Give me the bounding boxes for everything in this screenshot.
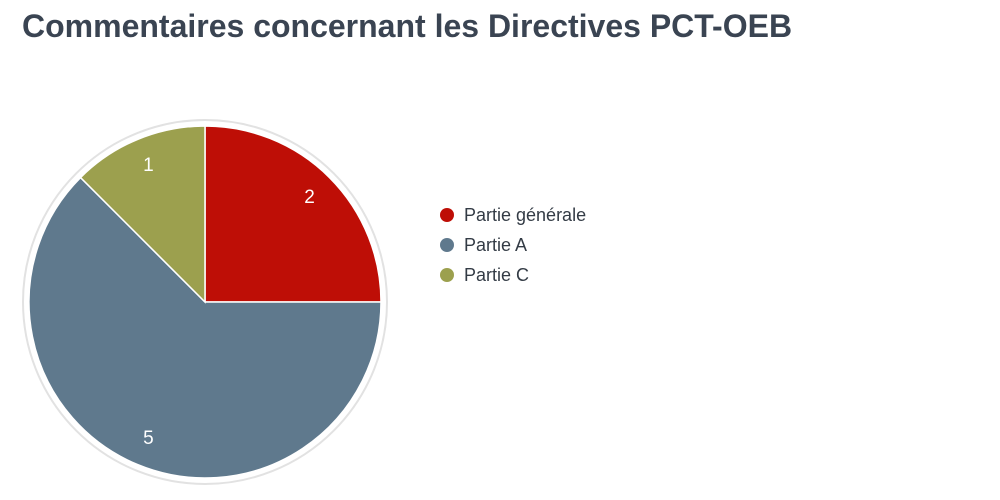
- legend-item-2[interactable]: Partie C: [440, 260, 586, 290]
- pie-data-label-2: 1: [143, 155, 154, 176]
- legend-swatch: [440, 238, 454, 252]
- legend-swatch: [440, 268, 454, 282]
- pie-slices: [29, 126, 381, 478]
- legend-item-0[interactable]: Partie générale: [440, 200, 586, 230]
- pie-data-label-0: 2: [304, 187, 315, 208]
- legend-label: Partie A: [464, 235, 527, 256]
- legend-label: Partie générale: [464, 205, 586, 226]
- legend-label: Partie C: [464, 265, 529, 286]
- pie-data-label-1: 5: [143, 428, 154, 449]
- legend-item-1[interactable]: Partie A: [440, 230, 586, 260]
- legend: Partie générale Partie A Partie C: [440, 200, 586, 290]
- pie-slice-0[interactable]: [205, 126, 381, 302]
- legend-swatch: [440, 208, 454, 222]
